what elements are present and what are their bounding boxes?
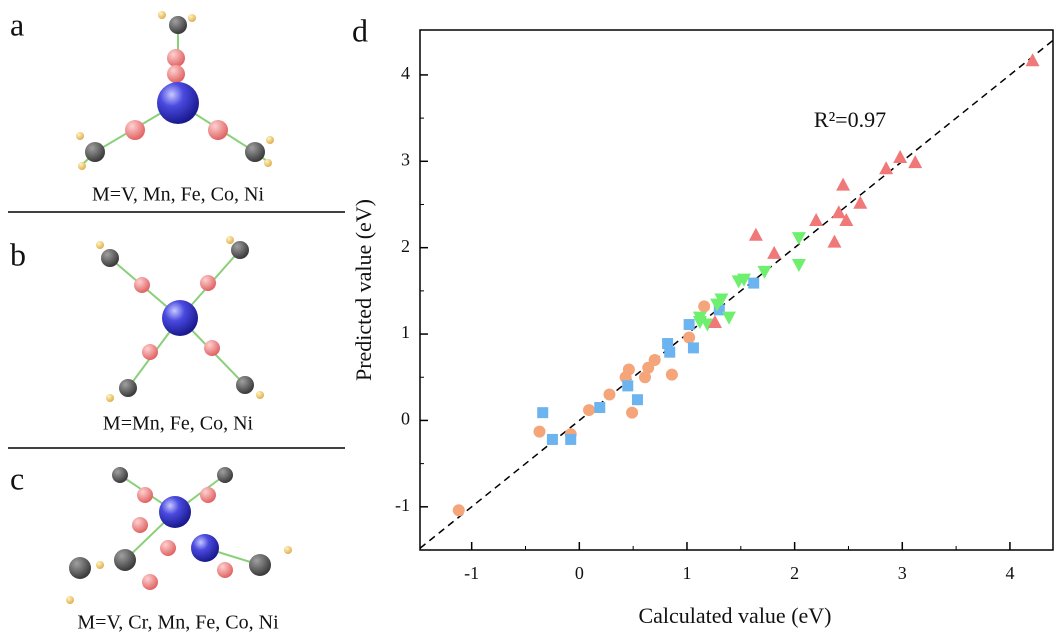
point <box>714 293 729 307</box>
x-tick-label: 0 <box>575 563 584 583</box>
point <box>713 304 725 316</box>
point <box>603 388 616 401</box>
point <box>452 504 465 517</box>
y-tick-label: 3 <box>401 149 410 169</box>
point <box>827 234 842 248</box>
point <box>683 319 695 331</box>
point <box>757 265 772 279</box>
point <box>533 425 546 438</box>
point <box>707 314 722 328</box>
point <box>791 232 806 246</box>
point <box>791 258 806 272</box>
point <box>638 371 651 384</box>
x-tick-label: 3 <box>898 563 907 583</box>
point <box>619 371 632 384</box>
point <box>879 161 894 175</box>
point <box>1025 53 1040 67</box>
y-tick-label: 2 <box>401 236 410 256</box>
molecule-a <box>76 11 274 170</box>
point <box>908 155 923 169</box>
point <box>748 227 763 241</box>
point <box>839 213 854 227</box>
point <box>631 394 643 406</box>
y-axis-label: Predicted value (eV) <box>351 199 376 381</box>
point <box>767 245 782 259</box>
point <box>809 213 824 227</box>
molecule-b <box>96 236 264 402</box>
y-tick-label: 0 <box>401 409 410 429</box>
x-tick-label: 1 <box>682 563 691 583</box>
point <box>721 311 736 325</box>
point <box>700 318 715 332</box>
point <box>546 433 558 445</box>
point <box>836 177 851 191</box>
panel-caption: M=V, Mn, Fe, Co, Ni <box>92 184 264 206</box>
x-axis-label: Calculated value (eV) <box>638 603 831 628</box>
panel-label: d <box>352 12 368 48</box>
point <box>662 338 674 350</box>
x-tick-label: -1 <box>464 563 479 583</box>
molecule-c <box>66 467 292 604</box>
point <box>537 407 549 419</box>
x-tick-label: 4 <box>1005 563 1014 583</box>
panel-caption: M=V, Cr, Mn, Fe, Co, Ni <box>77 612 279 633</box>
point <box>692 315 707 329</box>
panel-caption: M=Mn, Fe, Co, Ni <box>103 413 254 435</box>
panel-label: c <box>10 460 24 496</box>
point <box>687 342 699 354</box>
reference-line <box>419 39 1054 549</box>
panel-label: a <box>10 6 24 42</box>
point <box>665 368 678 381</box>
point <box>831 205 846 219</box>
point <box>748 277 760 289</box>
point <box>737 273 752 287</box>
point <box>893 149 908 163</box>
point <box>622 380 634 392</box>
y-tick-label: 1 <box>401 322 410 342</box>
point <box>565 433 577 445</box>
x-tick-label: 2 <box>790 563 799 583</box>
y-tick-label: -1 <box>395 495 410 515</box>
point <box>698 300 711 313</box>
point <box>853 195 868 209</box>
point <box>683 331 696 344</box>
annotation: R²=0.97 <box>814 107 886 132</box>
point <box>594 401 606 413</box>
y-tick-label: 4 <box>401 63 410 83</box>
point <box>583 404 596 417</box>
point <box>626 406 639 419</box>
plot-frame <box>419 29 1054 551</box>
point <box>648 353 661 366</box>
point <box>664 346 676 358</box>
panel-label: b <box>10 236 26 272</box>
